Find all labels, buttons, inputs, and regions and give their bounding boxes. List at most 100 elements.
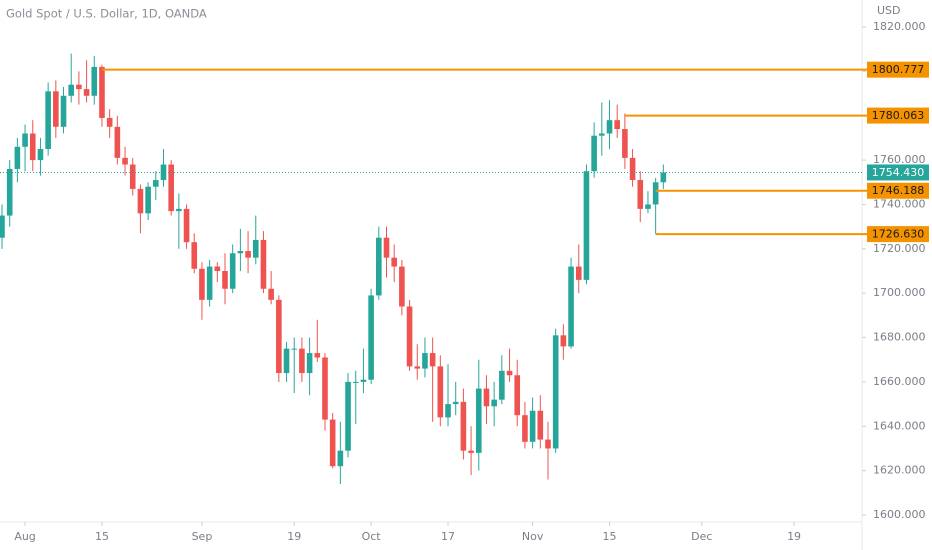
level-tag	[867, 226, 929, 243]
x-tick-label: 19	[787, 530, 801, 543]
candle-body	[214, 266, 221, 271]
candle-body	[291, 348, 298, 350]
candle-body	[99, 66, 105, 118]
y-tick-label: 1620.000	[873, 464, 926, 477]
candle-body	[6, 168, 13, 216]
candle-body	[391, 257, 397, 267]
candle-body	[222, 271, 228, 289]
candle-body	[460, 401, 467, 451]
candle-body	[329, 419, 336, 467]
y-tick-label: 1680.000	[873, 331, 926, 344]
candle-body	[299, 348, 305, 374]
x-tick-label: 15	[603, 530, 617, 543]
candle-body	[622, 129, 628, 158]
candle-body	[199, 268, 205, 300]
candle-body	[660, 172, 667, 183]
x-tick-label: Dec	[691, 530, 712, 543]
candle-body	[145, 186, 151, 214]
candle-body	[260, 239, 267, 289]
candle-body	[575, 266, 582, 280]
candle-body	[414, 366, 421, 369]
level-label: 1746.188	[872, 184, 925, 197]
candle-body	[468, 450, 474, 453]
candle-body	[14, 146, 21, 169]
candle-body	[422, 353, 428, 369]
candle-body	[68, 84, 75, 96]
candle-body	[306, 353, 313, 374]
candle-body	[183, 208, 190, 243]
x-tick-label: Sep	[192, 530, 213, 543]
candle-body	[252, 239, 259, 258]
candle-body	[499, 370, 505, 400]
candle-body	[237, 251, 244, 254]
candle-body	[122, 157, 128, 165]
last-price-label: 1754.430	[872, 166, 925, 179]
candle-body	[529, 410, 536, 442]
candle-body	[652, 182, 659, 205]
candle-body	[337, 450, 344, 467]
candle-body	[53, 91, 59, 127]
candle-body	[568, 266, 574, 347]
candle-body	[60, 95, 67, 127]
candle-body	[360, 379, 367, 382]
candle-body	[368, 295, 374, 380]
candle-body	[129, 164, 136, 189]
candle-body	[591, 135, 597, 172]
candle-body	[91, 66, 98, 96]
level-tag	[867, 61, 929, 78]
candle-body	[114, 126, 121, 158]
candle-body	[153, 180, 159, 187]
y-tick-label: 1600.000	[873, 508, 926, 521]
candle-body	[399, 266, 405, 307]
candle-body	[352, 381, 359, 383]
candle-body	[283, 348, 290, 374]
candle-body	[45, 91, 51, 149]
candle-body	[245, 251, 251, 258]
candle-body	[168, 164, 174, 212]
x-tick-label: 19	[287, 530, 301, 543]
x-tick-label: 17	[441, 530, 455, 543]
y-tick-label: 1700.000	[873, 286, 926, 299]
candle-body	[376, 237, 382, 296]
candle-body	[491, 399, 497, 407]
candle-body	[637, 180, 644, 209]
candle-body	[614, 120, 620, 130]
candle-body	[0, 215, 5, 238]
x-tick-label: Oct	[362, 530, 382, 543]
chart-title: Gold Spot / U.S. Dollar, 1D, OANDA	[6, 7, 207, 21]
candle-body	[629, 157, 636, 181]
candle-body	[545, 439, 551, 449]
candle-body	[106, 117, 113, 127]
y-tick-label: 1640.000	[873, 419, 926, 432]
candle-body	[191, 242, 198, 269]
level-tag	[867, 182, 929, 199]
candle-body	[560, 335, 567, 347]
y-tick-label: 1740.000	[873, 197, 926, 210]
candle-body	[29, 133, 36, 161]
candle-body	[268, 288, 274, 300]
candle-body	[537, 410, 544, 440]
candle-body	[475, 388, 482, 453]
x-tick-label: 15	[95, 530, 109, 543]
candle-body	[583, 171, 590, 280]
candle-body	[452, 401, 459, 405]
candle-body	[483, 388, 490, 407]
candle-body	[383, 237, 390, 258]
candle-body	[276, 299, 282, 374]
candle-body	[76, 84, 82, 90]
candle-body	[83, 89, 90, 96]
candle-body	[314, 353, 321, 358]
candle-body	[429, 353, 436, 367]
candle-body	[437, 366, 444, 418]
candle-body	[645, 204, 651, 209]
candle-body	[345, 381, 351, 451]
y-tick-label: 1720.000	[873, 242, 926, 255]
candle-body	[522, 415, 528, 442]
candle-body	[206, 266, 213, 300]
candle-body	[406, 306, 413, 367]
last-price-tag	[867, 164, 929, 181]
candle-body	[445, 404, 451, 418]
level-tag	[867, 107, 929, 124]
candle-body	[552, 335, 559, 449]
